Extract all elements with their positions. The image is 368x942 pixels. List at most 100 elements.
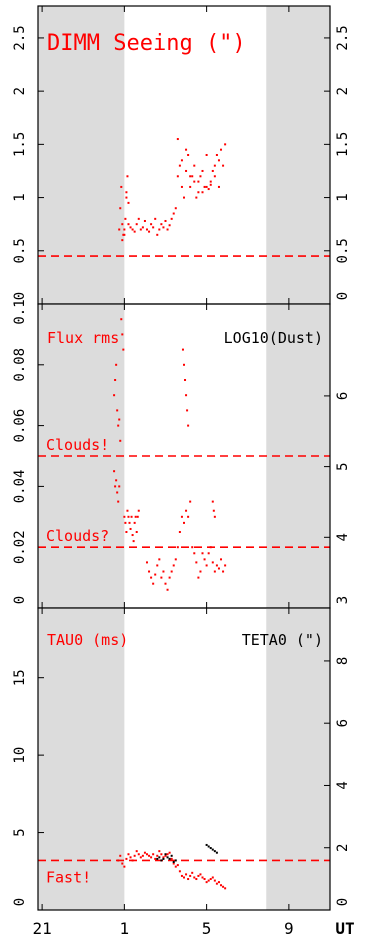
data-point (193, 552, 196, 555)
x-tick-label: 5 (202, 919, 212, 938)
data-point (191, 175, 194, 178)
data-point (203, 558, 206, 561)
data-point (215, 882, 218, 885)
data-point (220, 558, 223, 561)
x-tick-label: 21 (32, 919, 51, 938)
seeing-points (118, 138, 227, 242)
data-point (154, 217, 157, 220)
data-point (222, 885, 225, 888)
data-point (133, 521, 136, 524)
right-tick-label: 0 (335, 292, 351, 300)
data-point (178, 164, 181, 167)
data-point (184, 379, 187, 381)
data-point (166, 228, 169, 231)
data-point (189, 185, 192, 188)
data-point (211, 876, 214, 879)
data-point (180, 515, 183, 518)
data-point (174, 207, 177, 210)
data-point (172, 564, 175, 567)
data-point (183, 876, 185, 879)
data-point (120, 318, 123, 321)
data-point (156, 233, 159, 236)
data-point (215, 851, 218, 854)
data-point (118, 418, 121, 421)
data-point (176, 546, 179, 549)
data-point (162, 570, 165, 573)
data-point (215, 564, 218, 567)
data-point (148, 570, 151, 573)
data-point (176, 138, 179, 141)
data-point (164, 853, 167, 856)
data-point (127, 223, 130, 226)
left-tick-label: 15 (12, 669, 28, 686)
data-point (213, 515, 216, 518)
data-point (201, 552, 204, 555)
data-point (158, 228, 161, 231)
data-point (185, 509, 188, 512)
threshold-label: Fast! (46, 868, 91, 886)
data-point (166, 588, 169, 591)
data-point (187, 424, 190, 427)
data-point (126, 509, 129, 512)
data-point (116, 409, 119, 412)
data-point (152, 582, 155, 585)
data-point (143, 851, 146, 854)
data-point (115, 363, 118, 366)
data-point (162, 857, 165, 860)
data-point (139, 228, 142, 231)
right-tick-label: 0 (335, 898, 351, 906)
data-point (160, 859, 163, 862)
data-point (203, 878, 206, 881)
data-point (172, 212, 175, 215)
data-point (116, 491, 119, 494)
data-point (185, 169, 188, 172)
data-point (209, 546, 212, 549)
data-point (123, 515, 126, 518)
data-point (189, 874, 192, 877)
left-tick-label: 1.5 (12, 132, 28, 157)
data-point (160, 223, 163, 226)
data-point (127, 853, 130, 856)
data-point (205, 564, 208, 567)
data-point (209, 878, 212, 881)
data-point (168, 224, 171, 227)
data-point (114, 485, 117, 488)
left-tick-label: 0.06 (12, 409, 28, 443)
data-point (114, 379, 117, 381)
data-point (183, 521, 185, 524)
tau-threshold: Fast! (38, 859, 330, 886)
data-point (217, 881, 220, 884)
data-point (119, 439, 122, 442)
right-tick-label: 6 (335, 719, 351, 727)
data-point (199, 570, 202, 573)
data-point (185, 148, 188, 151)
data-point (197, 576, 200, 579)
data-point (215, 154, 218, 156)
data-point (205, 185, 208, 188)
seeing-shading (38, 6, 330, 304)
data-point (224, 143, 227, 146)
data-point (222, 164, 225, 167)
data-point (180, 185, 183, 188)
data-point (125, 531, 128, 533)
data-point (197, 191, 200, 194)
data-point (156, 854, 159, 857)
data-point (187, 154, 190, 156)
data-point (113, 394, 116, 397)
data-point (115, 479, 118, 482)
data-point (120, 185, 123, 188)
left-tick-label: 0.5 (12, 238, 28, 263)
right-tick-label: 2 (335, 87, 351, 95)
data-point (189, 500, 192, 503)
night-band (266, 6, 330, 304)
left-tick-label: 5 (12, 828, 28, 836)
data-point (211, 500, 214, 503)
data-point (170, 217, 173, 220)
data-point (203, 185, 206, 188)
data-point (141, 226, 144, 229)
left-tick-label: 0 (12, 898, 28, 906)
left-tick-label: 0.04 (12, 470, 28, 504)
data-point (118, 485, 121, 488)
data-point (174, 859, 177, 862)
